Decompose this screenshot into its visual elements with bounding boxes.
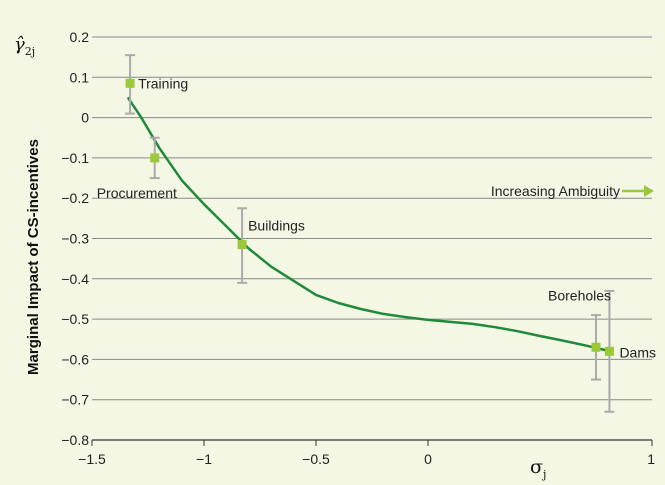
point-label-dams: Dams [619,344,656,360]
y-tick-label: −0.8 [61,432,89,448]
arrow-icon [622,185,654,197]
data-point-dams [604,346,614,356]
point-label-procurement: Procurement [97,185,177,201]
grid [91,36,653,446]
y-axis-symbol: γ̂2j [14,34,35,58]
x-tick-label: −1.5 [78,451,106,467]
annotation-increasing-ambiguity: Increasing Ambiguity [491,183,620,199]
point-label-buildings: Buildings [248,218,305,234]
point-label-training: Training [138,75,188,91]
y-tick-label: 0 [81,110,89,126]
y-tick-label: −0.4 [61,271,89,287]
y-tick-label: −0.2 [61,190,89,206]
y-axis-symbol-subscript: 2j [25,45,35,58]
x-axis-symbol: σj [530,456,546,481]
point-labels: Training Procurement Buildings Boreholes Dam… [97,75,656,360]
data-point-buildings [237,240,247,250]
error-bars [125,54,615,413]
y-tick-label: −0.5 [61,311,89,327]
y-tick-label: 0.2 [70,29,90,45]
data-point-training [125,78,135,88]
y-axis-label: Marginal Impact of CS-incentives [25,139,42,375]
x-tick-label: −0.5 [302,451,330,467]
data-point-procurement [150,153,160,163]
y-tick-label: −0.1 [61,150,89,166]
data-point-boreholes [591,342,601,352]
fit-line [126,96,608,352]
x-tick-label: −1 [196,451,212,467]
y-tick-label: −0.3 [61,231,89,247]
y-tick-label: −0.7 [61,392,89,408]
markers [125,78,614,356]
x-axis-symbol-subscript: j [541,468,546,481]
y-tick-label: −0.6 [61,351,89,367]
fit-line-layer [126,96,608,352]
x-tick-label: 0 [424,451,432,467]
x-tick-label: 1 [647,451,655,467]
tick-labels: 0.2 0.1 0 −0.1 −0.2 −0.3 −0.4 −0.5 −0.6 −0.7 −0.8 −… [61,29,655,467]
y-tick-label: 0.1 [70,69,90,85]
point-label-boreholes: Boreholes [548,287,611,303]
